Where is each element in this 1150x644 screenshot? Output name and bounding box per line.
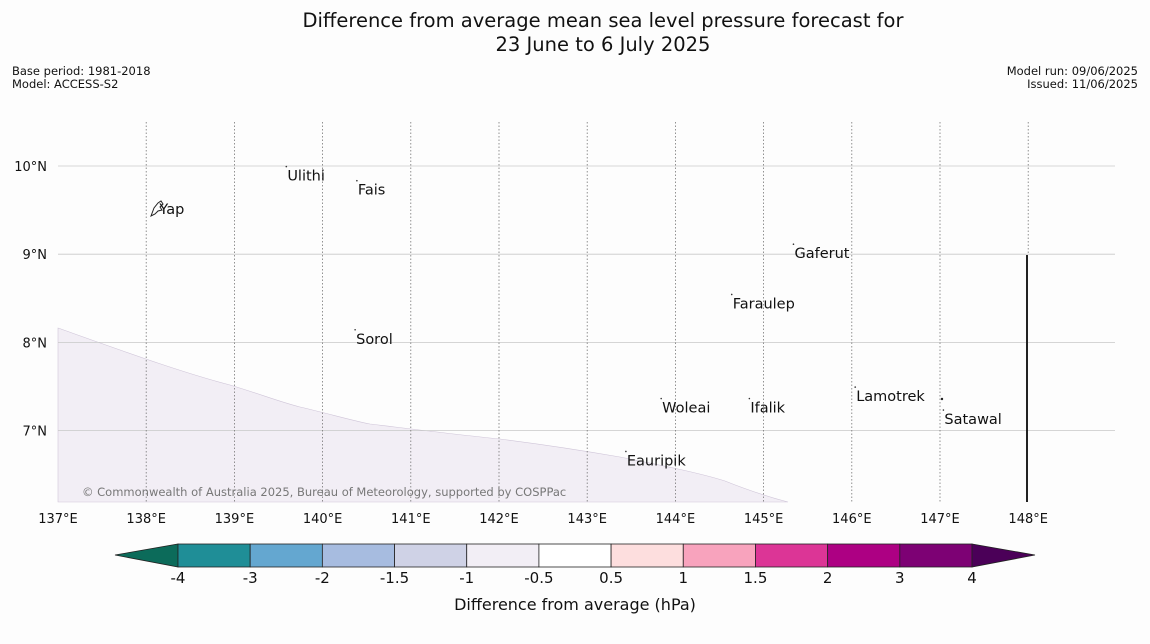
model-run-text: Model run: 09/06/2025 xyxy=(1006,64,1138,78)
colorbar-bin xyxy=(682,543,756,568)
colorbar-tick-label: -3 xyxy=(243,569,258,587)
longitude-tick-label: 141°E xyxy=(391,512,431,527)
island-marker xyxy=(748,397,751,400)
island-marker xyxy=(730,293,733,296)
colorbar-tick-label: 2 xyxy=(823,569,833,587)
title-line-2: 23 June to 6 July 2025 xyxy=(495,33,711,56)
longitude-tick-label: 145°E xyxy=(744,512,784,527)
colorbar-tick-label: -0.5 xyxy=(524,569,553,587)
place-label-ifalik: Ifalik xyxy=(750,401,785,417)
place-label-yap: Yap xyxy=(158,202,184,218)
longitude-tick-label: 137°E xyxy=(38,512,78,527)
colorbar-bin xyxy=(827,543,901,568)
longitude-tick-label: 144°E xyxy=(656,512,696,527)
colorbar: -4 -3 -2 -1.5 -1 -0.5 0.5 1 1.5 2 3 4 Difference fr… xyxy=(114,543,1036,614)
colorbar-under-arrow xyxy=(114,543,179,568)
island-marker xyxy=(285,165,288,168)
colorbar-over-arrow xyxy=(971,543,1036,568)
colorbar-tick-label: 3 xyxy=(895,569,905,587)
latitude-tick-label: 10°N xyxy=(14,160,47,175)
colorbar-bin xyxy=(321,543,395,568)
colorbar-tick-label: 0.5 xyxy=(599,569,623,587)
longitude-tick-label: 142°E xyxy=(479,512,519,527)
latitude-tick-label: 7°N xyxy=(23,425,48,440)
copyright-text: © Commonwealth of Australia 2025, Bureau… xyxy=(82,485,566,499)
colorbar-tick-label: 1 xyxy=(678,569,688,587)
colorbar-bin xyxy=(755,543,829,568)
colorbar-tick-label: -2 xyxy=(315,569,330,587)
map-title: Difference from average mean sea level p… xyxy=(0,9,1150,57)
island-marker xyxy=(854,386,857,388)
longitude-tick-labels: 137°E 138°E 139°E 140°E 141°E 142°E 143°E 144°E… xyxy=(38,512,1048,527)
colorbar-bin xyxy=(899,543,973,568)
colorbar-tick-labels: -4 -3 -2 -1.5 -1 -0.5 0.5 1 1.5 2 3 4 xyxy=(171,569,977,587)
island-marker xyxy=(660,397,662,400)
longitude-tick-label: 138°E xyxy=(126,512,166,527)
colorbar-bin xyxy=(538,543,612,568)
island-marker xyxy=(356,179,358,182)
latitude-tick-label: 8°N xyxy=(23,336,48,351)
island-marker xyxy=(940,397,944,401)
anomaly-region xyxy=(57,327,789,503)
colorbar-bin xyxy=(466,543,540,568)
title-line-1: Difference from average mean sea level p… xyxy=(302,9,904,32)
longitude-tick-label: 139°E xyxy=(215,512,255,527)
island-marker xyxy=(942,409,945,411)
place-label-faraulep: Faraulep xyxy=(733,296,795,312)
colorbar-bin xyxy=(394,543,468,568)
colorbar-tick-label: 1.5 xyxy=(744,569,768,587)
longitude-tick-label: 143°E xyxy=(567,512,607,527)
colorbar-tick-label: 4 xyxy=(967,569,977,587)
map-area: Yap Ulithi Fais Gaferut Faraulep Sorol Lamotre… xyxy=(14,122,1115,527)
issued-text: Issued: 11/06/2025 xyxy=(1027,77,1138,91)
place-label-gaferut: Gaferut xyxy=(794,246,849,262)
place-label-fais: Fais xyxy=(358,183,385,199)
colorbar-tick-label: -1.5 xyxy=(380,569,409,587)
yap-island-outline xyxy=(150,200,164,218)
place-label-woleai: Woleai xyxy=(662,401,710,417)
colorbar-bin xyxy=(177,543,251,568)
place-label-sorol: Sorol xyxy=(356,332,393,348)
model-text: Model: ACCESS-S2 xyxy=(12,77,119,91)
colorbar-label: Difference from average (hPa) xyxy=(454,595,696,614)
place-labels: Yap Ulithi Fais Gaferut Faraulep Sorol Lamotre… xyxy=(158,165,1002,469)
colorbar-bins xyxy=(177,543,973,568)
colorbar-bin xyxy=(249,543,323,568)
island-marker xyxy=(625,450,627,453)
meta-right: Model run: 09/06/2025 Issued: 11/06/2025 xyxy=(1007,65,1138,91)
place-label-eauripik: Eauripik xyxy=(627,453,686,469)
longitude-tick-label: 147°E xyxy=(920,512,960,527)
longitude-tick-label: 148°E xyxy=(1008,512,1048,527)
meta-left: Base period: 1981-2018 Model: ACCESS-S2 xyxy=(12,65,151,91)
island-marker xyxy=(792,243,795,245)
longitude-gridlines xyxy=(145,122,1029,502)
place-label-lamotrek: Lamotrek xyxy=(856,389,925,405)
place-label-ulithi: Ulithi xyxy=(287,169,325,185)
island-marker xyxy=(354,328,356,331)
latitude-tick-label: 9°N xyxy=(23,248,48,263)
base-period-text: Base period: 1981-2018 xyxy=(12,64,151,78)
colorbar-tick-label: -4 xyxy=(171,569,186,587)
longitude-tick-label: 146°E xyxy=(832,512,872,527)
place-label-satawal: Satawal xyxy=(944,412,1001,428)
colorbar-tick-label: -1 xyxy=(459,569,474,587)
latitude-tick-labels: 10°N 9°N 8°N 7°N xyxy=(14,160,47,440)
colorbar-bin xyxy=(610,543,684,568)
longitude-tick-label: 140°E xyxy=(303,512,343,527)
